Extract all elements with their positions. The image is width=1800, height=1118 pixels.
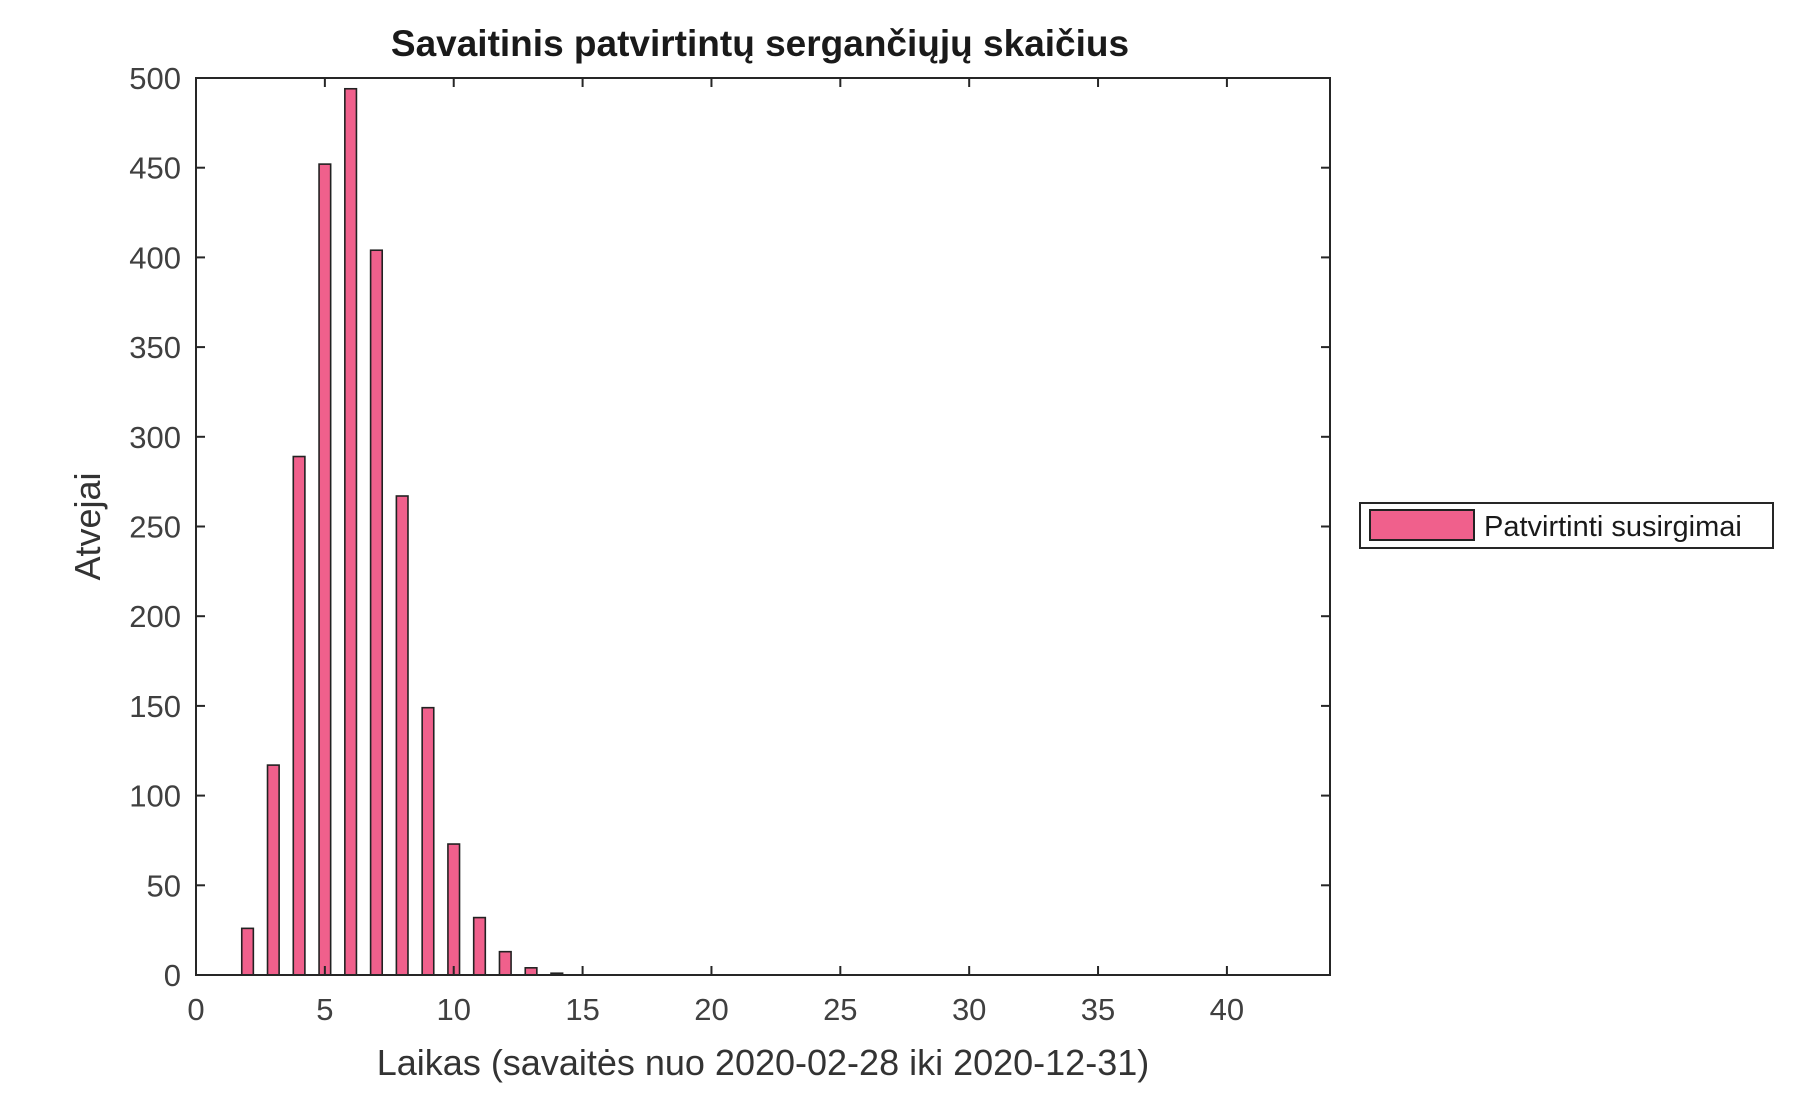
y-tick-label: 350: [129, 330, 181, 365]
y-tick-label: 450: [129, 151, 181, 186]
y-tick-label: 50: [147, 868, 181, 903]
x-tick-label: 10: [436, 992, 470, 1027]
y-tick-label: 300: [129, 420, 181, 455]
bars-group: [240, 87, 564, 976]
y-tick-label: 400: [129, 240, 181, 275]
x-tick-label: 40: [1210, 992, 1244, 1027]
x-axis-label: Laikas (savaitės nuo 2020-02-28 iki 2020…: [377, 1042, 1149, 1083]
x-tick-labels: 0 5 10 15 20 25 30 35 40: [187, 992, 1244, 1027]
y-tick-label: 0: [164, 958, 181, 993]
y-tick-label: 250: [129, 510, 181, 545]
legend: Patvirtinti susirgimai: [1359, 502, 1774, 549]
legend-swatch: [1369, 509, 1475, 541]
bar: [395, 495, 409, 976]
y-tick-labels: 0 50 100 150 200 250 300 350 400 450 500: [129, 61, 181, 993]
y-axis-label: Atvejai: [67, 472, 108, 580]
y-tick-label: 200: [129, 599, 181, 634]
x-tick-label: 35: [1081, 992, 1115, 1027]
x-tick-label: 30: [952, 992, 986, 1027]
bar: [524, 967, 538, 976]
x-tick-label: 25: [823, 992, 857, 1027]
bar: [421, 706, 435, 976]
bar: [369, 249, 384, 976]
chart-title: Savaitinis patvirtintų sergančiųjų skaič…: [391, 23, 1129, 64]
plot-area-frame: [195, 77, 1331, 976]
x-tick-label: 0: [187, 992, 204, 1027]
y-tick-label: 150: [129, 689, 181, 724]
x-tick-label: 20: [694, 992, 728, 1027]
bar: [472, 916, 487, 976]
legend-label: Patvirtinti susirgimai: [1484, 511, 1742, 543]
y-tick-label: 500: [129, 61, 181, 96]
tick-marks: [195, 77, 1330, 976]
bar: [240, 927, 255, 976]
y-tick-label: 100: [129, 779, 181, 814]
bar: [292, 455, 306, 976]
bar: [498, 950, 512, 976]
x-tick-label: 15: [565, 992, 599, 1027]
bar: [344, 87, 358, 976]
bar: [447, 843, 461, 976]
bar: [318, 163, 332, 976]
bar: [266, 764, 280, 976]
x-tick-label: 5: [316, 992, 333, 1027]
